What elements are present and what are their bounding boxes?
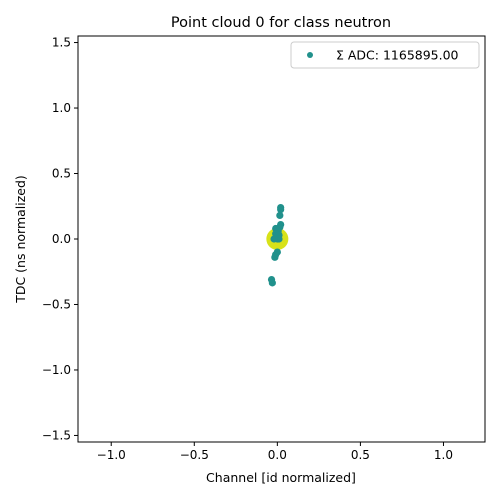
y-tick-label: −1.5 (42, 428, 71, 442)
x-tick-label: 0.5 (351, 448, 370, 462)
axis-ticks: −1.0 −0.5 0.0 0.5 1.0 −1.5 −1.0 −0.5 0.0 0.5 1.0 1.… (42, 36, 453, 462)
data-point (275, 235, 283, 243)
legend-entry-label: Σ ADC: 1165895.00 (336, 48, 459, 63)
legend-marker (307, 52, 313, 58)
data-point (271, 253, 279, 261)
y-tick-label: 0.5 (52, 167, 71, 181)
y-tick-label: −0.5 (42, 297, 71, 311)
y-tick-label: −1.0 (42, 363, 71, 377)
y-tick-label: 0.0 (52, 232, 71, 246)
y-tick-label: 1.0 (52, 101, 71, 115)
plot-area (266, 203, 289, 287)
plot-frame (77, 35, 486, 443)
legend: Σ ADC: 1165895.00 (290, 41, 480, 69)
y-axis-label: TDC (ns normalized) (13, 175, 28, 304)
legend-box (290, 41, 480, 69)
data-point (276, 211, 284, 220)
data-point (268, 279, 276, 287)
x-tick-label: −1.0 (97, 448, 126, 462)
y-tick-label: 1.5 (52, 36, 71, 50)
x-axis-label: Channel [id normalized] (206, 470, 356, 485)
x-tick-label: 0.0 (268, 448, 287, 462)
data-point (277, 205, 285, 214)
x-tick-label: 1.0 (434, 448, 453, 462)
x-tick-label: −0.5 (180, 448, 209, 462)
data-point (270, 235, 278, 243)
chart-title: Point cloud 0 for class neutron (171, 15, 391, 31)
